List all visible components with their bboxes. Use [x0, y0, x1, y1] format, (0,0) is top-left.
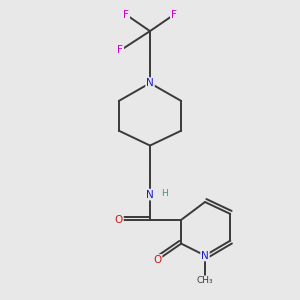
Text: F: F — [123, 10, 129, 20]
Text: H: H — [161, 189, 168, 198]
Text: CH₃: CH₃ — [197, 276, 213, 285]
Text: F: F — [117, 45, 123, 56]
Text: O: O — [153, 255, 162, 265]
Text: N: N — [201, 250, 209, 260]
Text: N: N — [146, 78, 154, 88]
Text: F: F — [171, 10, 177, 20]
Text: O: O — [115, 215, 123, 225]
Text: N: N — [146, 190, 154, 200]
